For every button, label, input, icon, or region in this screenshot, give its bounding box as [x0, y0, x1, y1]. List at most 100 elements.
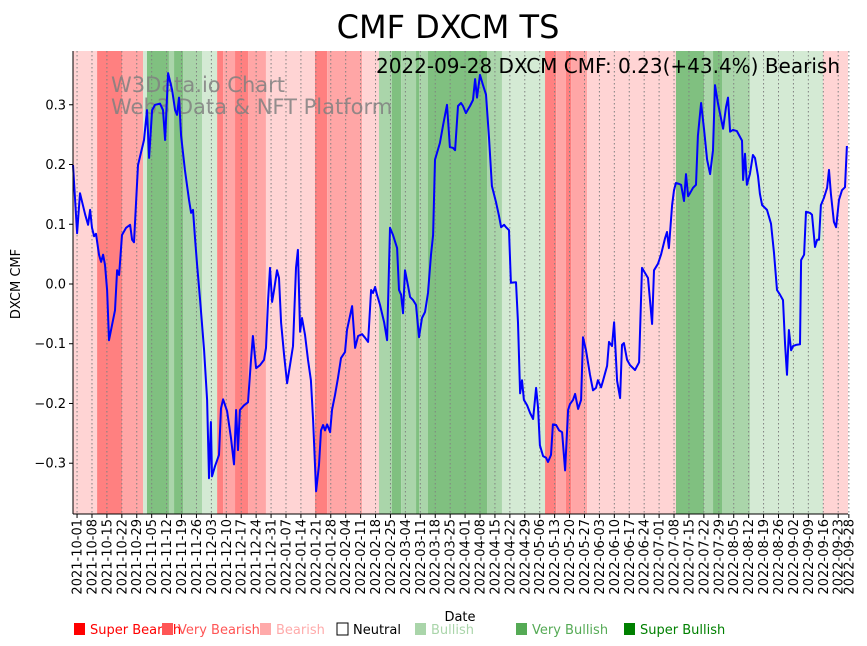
- legend-swatch: [415, 623, 426, 635]
- x-tick-label: 2022-03-11: [414, 519, 429, 595]
- signal-band: [362, 51, 379, 514]
- legend-swatch: [336, 622, 349, 636]
- legend-label: Neutral: [353, 623, 401, 638]
- x-tick-label: 2022-04-01: [459, 519, 474, 595]
- signal-band: [721, 51, 750, 514]
- x-tick-label: 2022-02-18: [369, 519, 384, 595]
- x-tick-label: 2022-09-23: [832, 519, 847, 595]
- signal-bands: [73, 51, 848, 514]
- y-tick-label: 0.3: [45, 98, 66, 113]
- x-tick-label: 2022-06-10: [608, 519, 623, 595]
- signal-band: [713, 51, 722, 514]
- x-tick-label: 2021-12-17: [235, 519, 250, 595]
- watermark-line-1: W3Data.io Chart: [111, 73, 285, 97]
- signal-band: [122, 51, 144, 514]
- signal-band: [168, 51, 175, 514]
- signal-band: [143, 51, 147, 514]
- legend-label: Very Bullish: [532, 623, 608, 638]
- signal-band: [235, 51, 249, 514]
- signal-band: [401, 51, 417, 514]
- x-tick-label: 2022-07-15: [682, 519, 697, 595]
- legend-label: Very Bearish: [178, 623, 260, 638]
- x-tick-label: 2021-10-08: [85, 519, 100, 595]
- x-tick-label: 2022-03-04: [399, 519, 414, 595]
- signal-band: [704, 51, 714, 514]
- y-tick-label: 0.1: [45, 218, 66, 233]
- x-tick-label: 2022-07-01: [653, 519, 668, 595]
- y-tick-label: 0.0: [45, 277, 66, 292]
- signal-band: [174, 51, 184, 514]
- x-tick-label: 2022-07-08: [668, 519, 683, 595]
- chart-title: CMF DXCM TS: [337, 8, 560, 46]
- x-tick-label: 2021-12-10: [220, 519, 235, 595]
- x-tick-label: 2021-11-26: [190, 519, 205, 595]
- x-tick-label: 2022-03-25: [444, 519, 459, 595]
- x-tick-label: 2022-03-18: [429, 519, 444, 595]
- x-tick-label: 2022-09-02: [787, 519, 802, 595]
- watermark: W3Data.io Chart Web3 Data & NFT Platform: [111, 73, 392, 119]
- watermark-line-2: Web3 Data & NFT Platform: [111, 95, 392, 119]
- x-tick-label: 2021-11-05: [145, 519, 160, 595]
- x-tick-label: 2022-08-05: [727, 519, 742, 595]
- legend-swatch: [516, 623, 527, 635]
- x-tick-label: 2022-07-22: [697, 519, 712, 595]
- signal-band: [146, 51, 169, 514]
- x-tick-label: 2022-06-24: [638, 519, 653, 595]
- signal-band: [223, 51, 236, 514]
- x-tick-label: 2022-08-26: [772, 519, 787, 595]
- y-tick-label: −0.1: [34, 337, 66, 352]
- signal-band: [823, 51, 848, 514]
- legend-label: Super Bullish: [640, 623, 725, 638]
- x-tick-label: 2022-01-28: [324, 519, 339, 595]
- y-tick-label: −0.3: [34, 457, 66, 472]
- x-tick-label: 2022-02-11: [354, 519, 369, 595]
- x-tick-label: 2021-11-12: [160, 519, 175, 595]
- x-tick-label: 2022-02-25: [384, 519, 399, 595]
- signal-band: [217, 51, 224, 514]
- x-tick-label: 2022-04-08: [474, 519, 489, 595]
- x-tick-label: 2022-06-17: [623, 519, 638, 595]
- y-tick-label: −0.2: [34, 397, 66, 412]
- x-tick-label: 2022-04-22: [503, 519, 518, 595]
- x-tick-label: 2022-01-07: [279, 519, 294, 595]
- x-tick-label: 2022-05-13: [548, 519, 563, 595]
- x-tick-label: 2022-04-29: [518, 519, 533, 595]
- legend-swatch: [74, 623, 85, 635]
- x-tick-label: 2022-01-21: [309, 519, 324, 595]
- series-line-dxcm-cmf: [72, 72, 848, 493]
- legend-item: Bullish: [415, 623, 474, 638]
- x-tick-label: 2022-06-03: [593, 519, 608, 595]
- x-tick-label: 2022-07-29: [712, 519, 727, 595]
- x-tick-label: 2022-09-28: [842, 519, 857, 595]
- x-tick-label: 2021-11-19: [175, 519, 190, 595]
- x-tick-label: 2022-04-15: [488, 519, 503, 595]
- signal-band: [545, 51, 557, 514]
- legend-label: Bullish: [431, 623, 474, 638]
- legend-swatch: [260, 623, 271, 635]
- signal-band: [391, 51, 402, 514]
- signal-band: [97, 51, 123, 514]
- signal-band: [327, 51, 363, 514]
- signal-band: [416, 51, 420, 514]
- x-tick-label: 2022-05-27: [578, 519, 593, 595]
- x-tick-label: 2021-12-03: [205, 519, 220, 595]
- signal-band: [749, 51, 824, 514]
- signal-band: [419, 51, 428, 514]
- signal-band: [565, 51, 572, 514]
- signal-band: [501, 51, 546, 514]
- legend-item: Super Bearish: [74, 623, 181, 638]
- y-tick-label: 0.2: [45, 158, 66, 173]
- x-tick-label: 2021-12-24: [250, 519, 265, 595]
- x-tick-label: 2022-08-19: [757, 519, 772, 595]
- signal-band: [314, 51, 328, 514]
- x-ticks: 2021-10-01 2021-10-08 2021-10-15 2021-10-22…: [71, 514, 857, 595]
- x-tick-label: 2022-08-12: [742, 519, 757, 595]
- legend-swatch: [624, 623, 635, 635]
- x-tick-label: 2022-05-06: [533, 519, 548, 595]
- x-tick-label: 2022-02-04: [339, 519, 354, 595]
- x-tick-label: 2022-09-16: [817, 519, 832, 595]
- legend-label: Super Bearish: [90, 623, 181, 638]
- legend-item: Super Bullish: [624, 623, 725, 638]
